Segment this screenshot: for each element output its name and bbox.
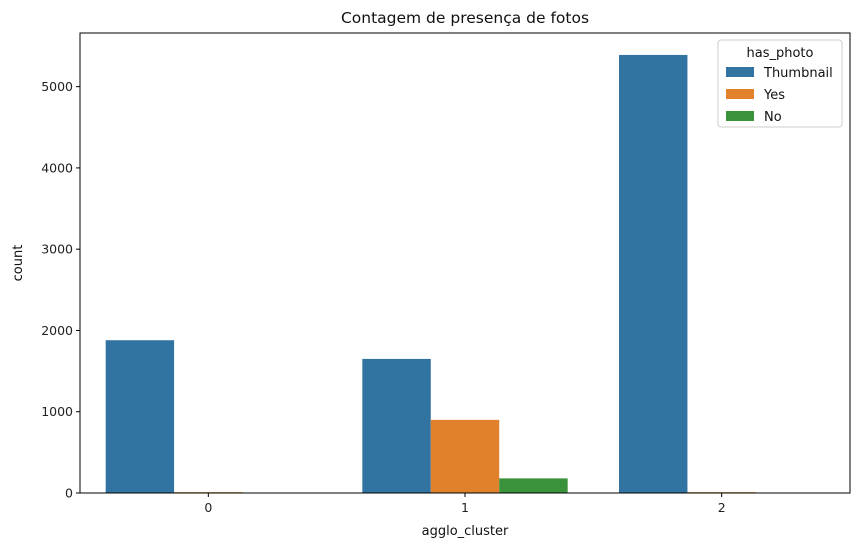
legend-label-yes: Yes xyxy=(763,88,785,103)
legend: has_photo Thumbnail Yes No xyxy=(717,39,843,128)
y-tick-label: 2000 xyxy=(41,323,73,338)
x-tick-label: 2 xyxy=(718,500,726,515)
chart-title: Contagem de presença de fotos xyxy=(341,9,589,27)
x-axis-label: agglo_cluster xyxy=(422,524,509,539)
y-axis-label: count xyxy=(11,245,26,282)
legend-label-no: No xyxy=(764,110,782,125)
x-axis: 0 1 2 xyxy=(204,493,726,515)
y-tick-label: 4000 xyxy=(41,160,73,175)
bar-no-cluster-1 xyxy=(499,478,568,493)
legend-title: has_photo xyxy=(747,46,814,61)
bars-group xyxy=(105,54,825,494)
y-tick-label: 0 xyxy=(65,486,73,501)
x-tick-label: 0 xyxy=(204,500,212,515)
y-tick-label: 3000 xyxy=(41,242,73,257)
bar-yes-cluster-1 xyxy=(430,419,500,493)
y-tick-label: 1000 xyxy=(41,404,73,419)
y-tick-label: 5000 xyxy=(41,79,73,94)
legend-box xyxy=(717,39,843,128)
bar-thumbnail-cluster-1 xyxy=(362,358,431,493)
legend-swatch-yes xyxy=(726,89,754,99)
x-tick-label: 1 xyxy=(461,500,469,515)
bar-thumbnail-cluster-2 xyxy=(619,54,688,494)
bar-thumbnail-cluster-0 xyxy=(105,340,175,493)
y-axis: 0 1000 2000 3000 4000 5000 xyxy=(41,79,80,501)
legend-swatch-thumbnail xyxy=(726,67,754,77)
legend-swatch-no xyxy=(726,111,754,121)
legend-label-thumbnail: Thumbnail xyxy=(763,66,833,81)
legend-items: Thumbnail Yes No xyxy=(726,66,833,125)
